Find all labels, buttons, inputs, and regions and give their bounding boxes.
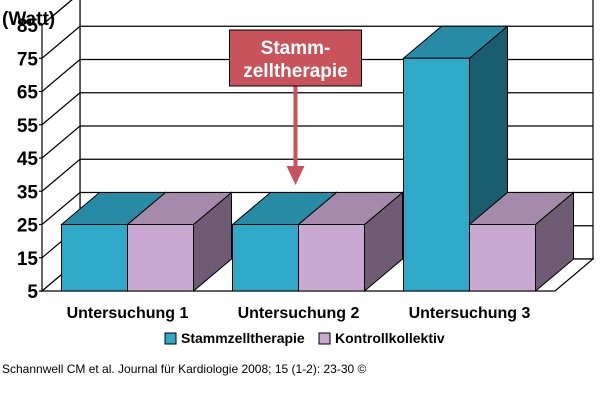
bar-group bbox=[231, 191, 404, 293]
y-tick-label: 25 bbox=[17, 216, 39, 237]
bar-front bbox=[469, 224, 536, 292]
x-axis: Untersuchung 1 Untersuchung 2 Untersuchung… bbox=[67, 305, 531, 322]
bar bbox=[468, 191, 575, 293]
bar bbox=[126, 191, 233, 293]
y-tick-label: 75 bbox=[17, 49, 39, 70]
y-tick-label: 55 bbox=[17, 116, 39, 137]
legend-item: Stammzelltherapie bbox=[164, 330, 305, 346]
bar-front bbox=[403, 57, 470, 292]
annotation-box bbox=[229, 29, 362, 87]
y-axis: 5 15 25 35 45 55 65 75 85 bbox=[17, 16, 42, 303]
y-tick-label: 85 bbox=[17, 16, 39, 37]
gridline bbox=[41, 25, 593, 59]
y-tick-label: 65 bbox=[17, 83, 39, 104]
legend-swatch bbox=[164, 332, 177, 345]
bar-front bbox=[127, 224, 194, 292]
legend-label: Stammzelltherapie bbox=[181, 330, 305, 346]
bar-front bbox=[232, 224, 299, 292]
y-unit-label: (Watt) bbox=[2, 9, 55, 30]
x-tick-label: Untersuchung 1 bbox=[67, 305, 189, 322]
bar-group bbox=[60, 191, 233, 293]
y-tick-label: 15 bbox=[17, 249, 39, 270]
bars bbox=[60, 25, 575, 293]
bar-group bbox=[402, 25, 575, 293]
annotation-line2: zelltherapie bbox=[243, 61, 348, 82]
y-tick-label: 35 bbox=[17, 182, 39, 203]
legend-swatch bbox=[318, 332, 331, 345]
bar bbox=[297, 191, 404, 293]
legend: Stammzelltherapie Kontrollkollektiv bbox=[164, 330, 445, 346]
x-tick-label: Untersuchung 2 bbox=[238, 305, 360, 322]
source-caption: Schannwell CM et al. Journal für Kardiol… bbox=[2, 362, 367, 376]
annotation-line1: Stamm- bbox=[261, 38, 331, 59]
bar-front bbox=[298, 224, 365, 292]
annotation: Stamm-zelltherapie bbox=[229, 29, 362, 185]
bar-front bbox=[61, 224, 128, 292]
legend-item: Kontrollkollektiv bbox=[318, 330, 445, 346]
gridline bbox=[41, 0, 73, 26]
y-tick-label: 5 bbox=[27, 282, 38, 303]
legend-label: Kontrollkollektiv bbox=[335, 330, 445, 346]
x-tick-label: Untersuchung 3 bbox=[409, 305, 531, 322]
annotation-arrow-head bbox=[286, 166, 305, 185]
y-tick-label: 45 bbox=[17, 149, 39, 170]
